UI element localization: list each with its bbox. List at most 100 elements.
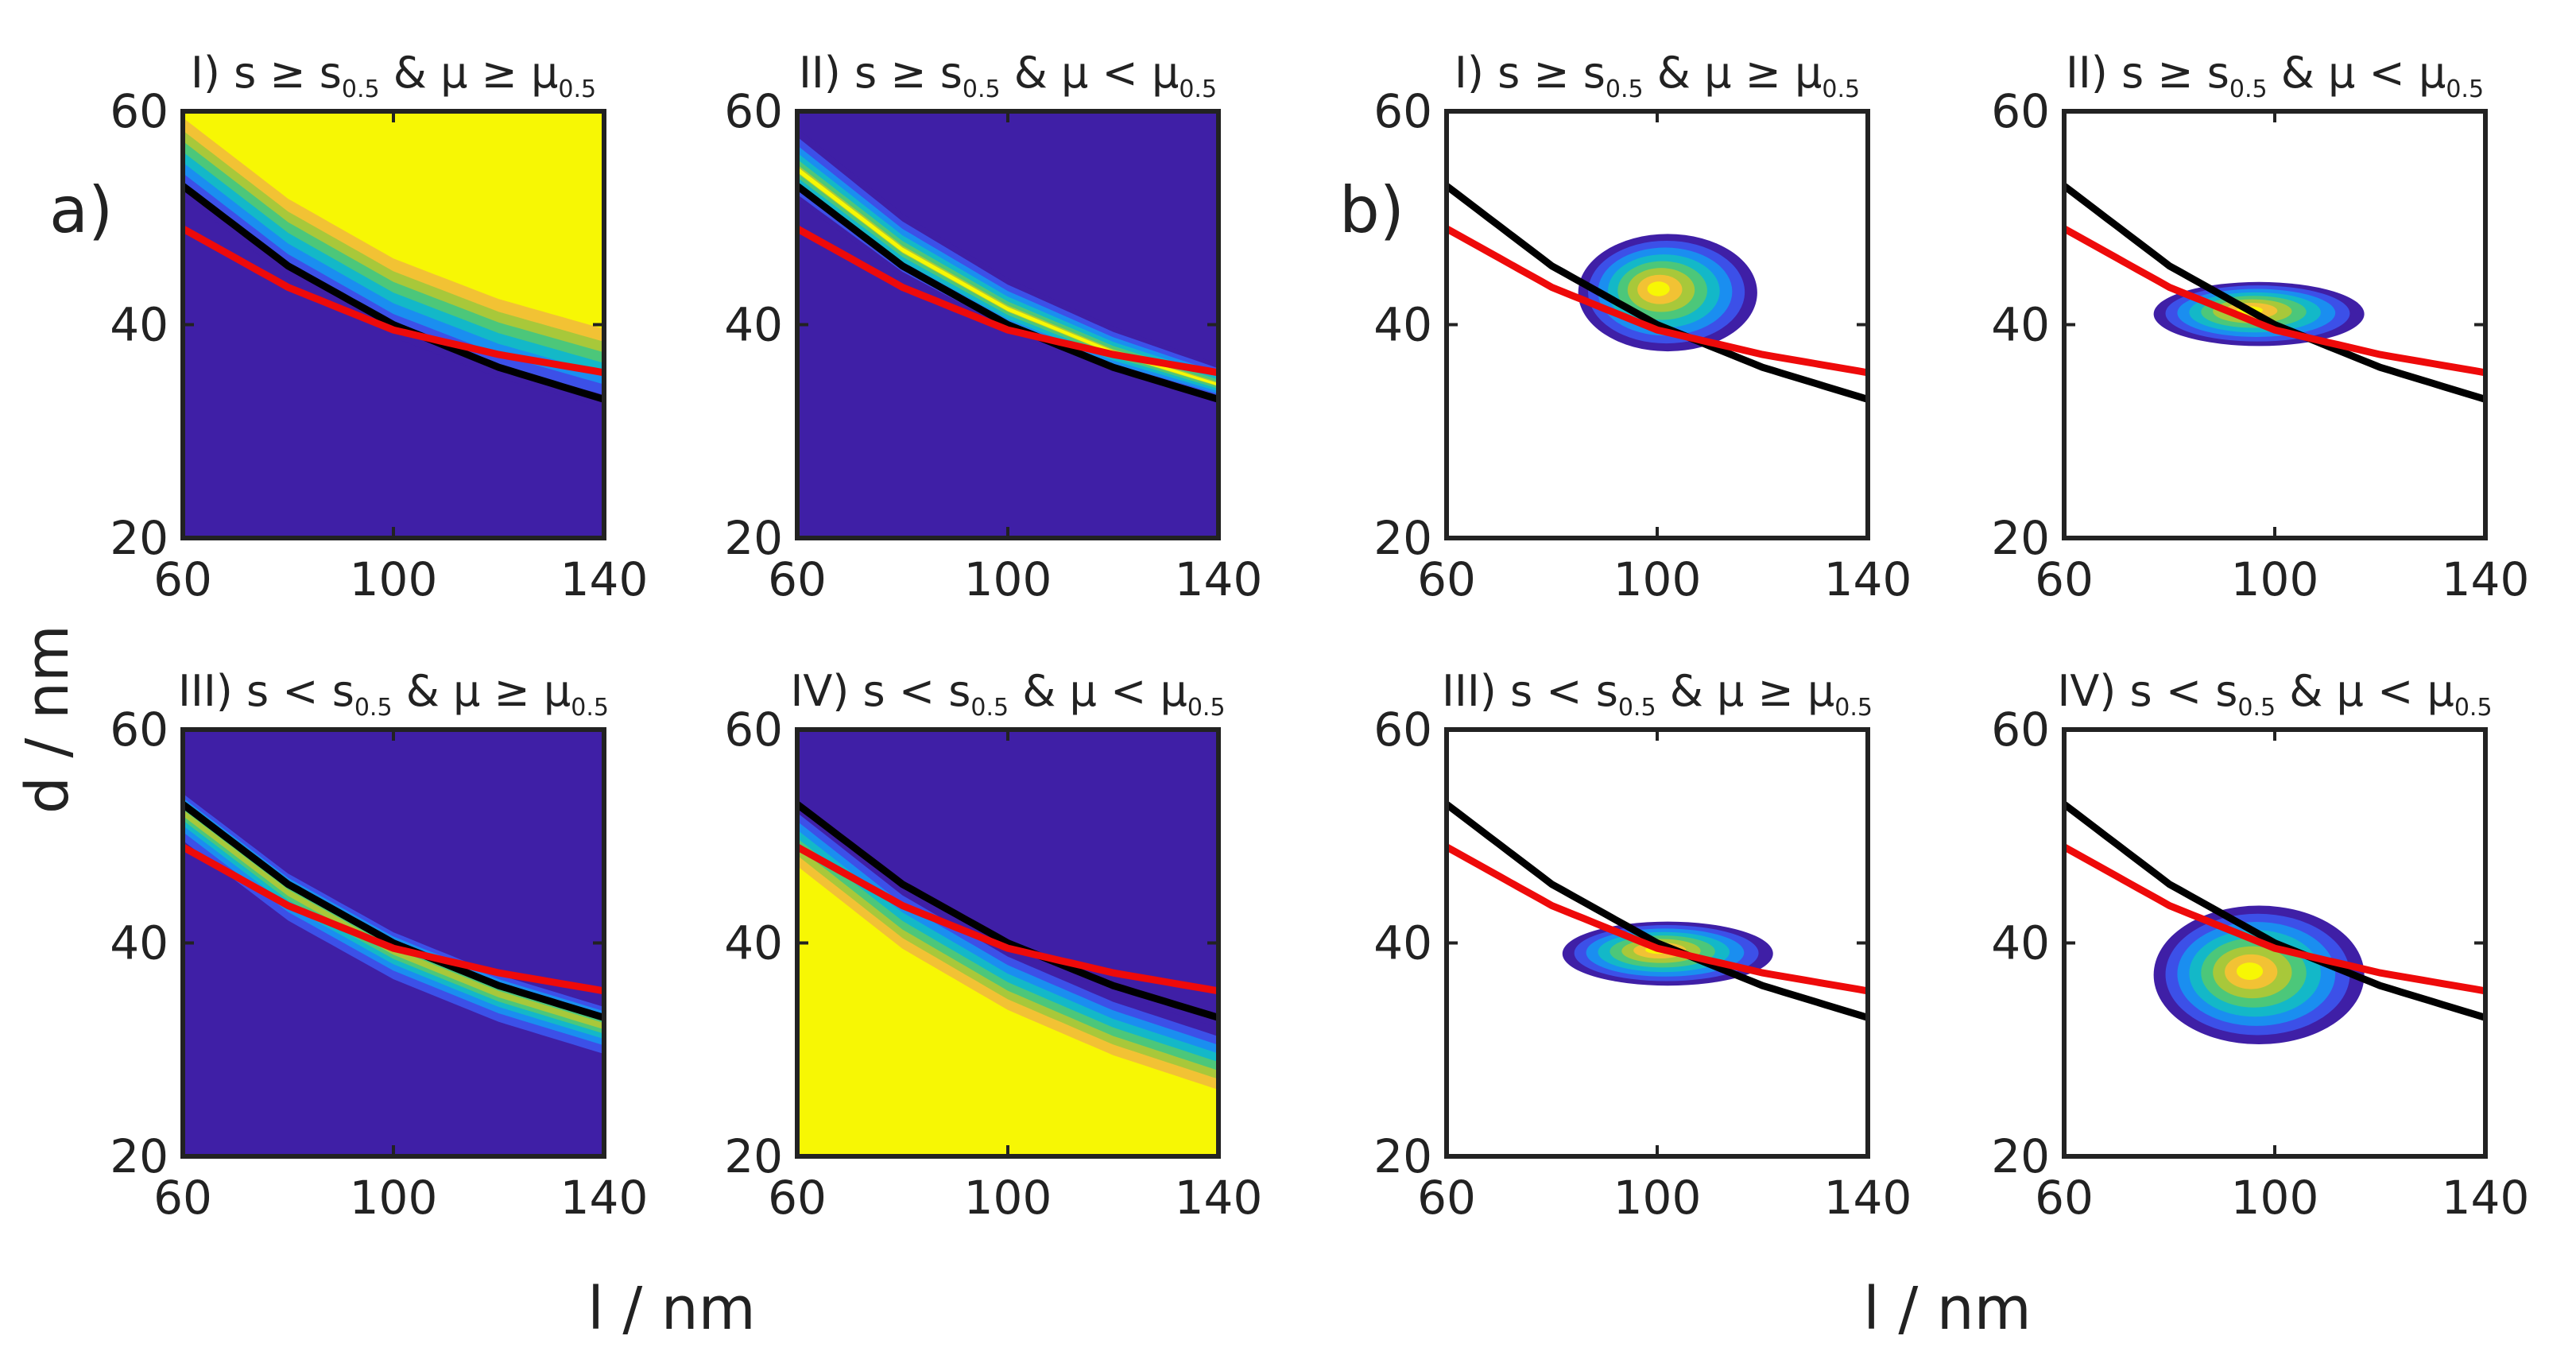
x-tick-label: 60 (153, 1171, 212, 1225)
y-axis-label: d / nm (14, 625, 82, 814)
title-subscript: 0.5 (354, 694, 393, 722)
title-subscript: 0.5 (1179, 76, 1217, 103)
y-tick-label: 40 (1991, 916, 2050, 970)
title-text: & μ ≥ μ (393, 666, 571, 716)
black-curve (183, 183, 604, 403)
density-contour-7 (1647, 281, 1670, 296)
red-curve (1447, 843, 1868, 995)
panel-b-II: 60 100 140 20 40 60 II) s ≥ s0.5 & μ < μ0.5 (1991, 48, 2529, 606)
plot-area-a-I (183, 111, 604, 538)
red-curve (2064, 225, 2485, 377)
title-text: s ≥ s (234, 48, 342, 98)
y-tick-label: 60 (110, 84, 169, 138)
x-tick-label: 140 (1824, 552, 1912, 606)
x-tick-label: 140 (2442, 1171, 2530, 1225)
title-text: & μ < μ (1001, 48, 1180, 98)
title-text: & μ < μ (1009, 666, 1187, 716)
y-tick-label: 20 (1373, 511, 1432, 565)
title-subscript: 0.5 (1606, 76, 1644, 103)
black-curve (2064, 801, 2485, 1021)
y-tick-label: 60 (1991, 84, 2050, 138)
x-tick-label: 60 (768, 1171, 827, 1225)
x-tick-label: 100 (964, 1171, 1052, 1225)
title-roman: I) (191, 48, 234, 98)
x-tick-label: 100 (1613, 552, 1702, 606)
title-subscript: 0.5 (1834, 694, 1873, 722)
x-tick-label: 60 (1417, 552, 1476, 606)
x-tick-label: 140 (560, 552, 649, 606)
title-roman: IV) (2057, 666, 2129, 716)
panel-title: II) s ≥ s0.5 & μ < μ0.5 (799, 48, 1217, 103)
y-tick-label: 40 (110, 916, 169, 970)
x-tick-label: 140 (1175, 552, 1263, 606)
title-subscript: 0.5 (970, 694, 1009, 722)
title-subscript: 0.5 (2454, 694, 2493, 722)
y-tick-label: 20 (1991, 511, 2050, 565)
title-roman: III) (1442, 666, 1510, 716)
x-tick-label: 60 (153, 552, 212, 606)
panel-title: II) s ≥ s0.5 & μ < μ0.5 (2066, 48, 2484, 103)
panel-letter-a: a) (49, 173, 113, 247)
panel-title: I) s ≥ s0.5 & μ ≥ μ0.5 (1455, 48, 1860, 103)
density-contour-7 (2236, 962, 2264, 980)
y-tick-label: 40 (110, 298, 169, 352)
title-text: s ≥ s (2121, 48, 2229, 98)
title-roman: II) (799, 48, 854, 98)
title-text: & μ < μ (2268, 48, 2446, 98)
title-subscript: 0.5 (1618, 694, 1656, 722)
y-tick-label: 20 (724, 511, 783, 565)
heatmap-level-7 (797, 865, 1218, 1156)
panel-title: III) s < s0.5 & μ ≥ μ0.5 (178, 666, 609, 722)
title-text: & μ ≥ μ (1656, 666, 1835, 716)
black-curve (797, 801, 1218, 1021)
x-tick-label: 140 (1175, 1171, 1263, 1225)
x-axis-label-b: l / nm (1863, 1275, 2032, 1343)
title-subscript: 0.5 (2237, 694, 2276, 722)
red-curve (183, 843, 604, 995)
title-roman: IV) (790, 666, 862, 716)
x-tick-label: 140 (560, 1171, 649, 1225)
x-tick-label: 140 (2442, 552, 2530, 606)
black-curve (2064, 183, 2485, 403)
title-text: s < s (246, 666, 354, 716)
red-curve (797, 225, 1218, 377)
x-tick-label: 100 (350, 552, 438, 606)
panel-letter-b: b) (1339, 173, 1404, 247)
y-tick-label: 40 (1991, 298, 2050, 352)
heatmap-level-7 (183, 111, 604, 329)
plot-area-a-III (183, 730, 604, 1156)
y-tick-label: 20 (1373, 1129, 1432, 1183)
title-text: & μ ≥ μ (380, 48, 559, 98)
title-text: & μ < μ (2276, 666, 2454, 716)
title-subscript: 0.5 (342, 76, 380, 103)
title-subscript: 0.5 (1822, 76, 1860, 103)
x-tick-label: 60 (2035, 552, 2094, 606)
y-tick-label: 40 (724, 298, 783, 352)
title-roman: III) (178, 666, 246, 716)
black-curve (1447, 801, 1868, 1021)
y-tick-label: 60 (724, 84, 783, 138)
title-text: s < s (2130, 666, 2238, 716)
red-curve (183, 225, 604, 377)
black-curve (183, 801, 604, 1021)
x-tick-label: 100 (2231, 552, 2319, 606)
y-tick-label: 60 (1373, 84, 1432, 138)
red-curve (797, 843, 1218, 995)
y-tick-label: 20 (1991, 1129, 2050, 1183)
x-tick-label: 100 (1613, 1171, 1702, 1225)
x-tick-label: 60 (768, 552, 827, 606)
plot-area-b-I (1447, 183, 1868, 403)
panel-title: IV) s < s0.5 & μ < μ0.5 (2057, 666, 2492, 722)
black-curve (797, 183, 1218, 403)
plot-area-b-III (1447, 801, 1868, 1021)
y-tick-label: 40 (1373, 298, 1432, 352)
y-tick-label: 60 (1991, 703, 2050, 757)
plot-area-b-IV (2064, 801, 2485, 1045)
title-text: s ≥ s (854, 48, 963, 98)
x-tick-label: 140 (1824, 1171, 1912, 1225)
